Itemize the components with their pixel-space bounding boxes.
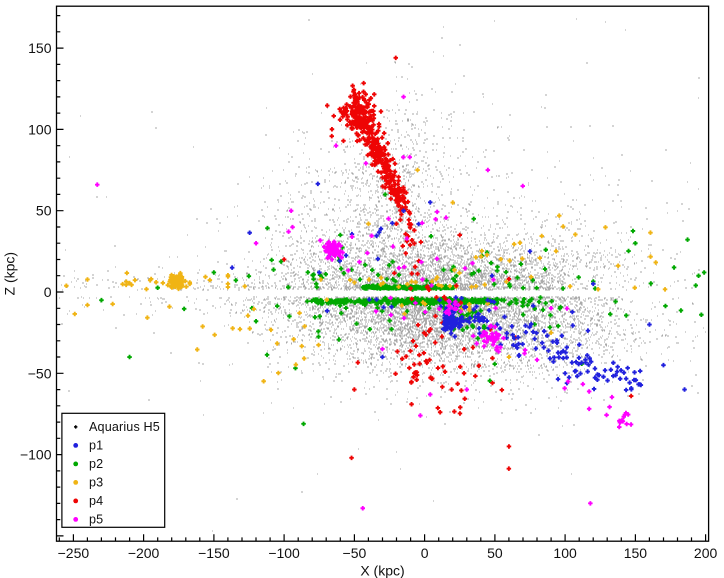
svg-text:−150: −150 — [198, 545, 230, 561]
svg-text:100: 100 — [28, 121, 52, 137]
svg-text:p3: p3 — [89, 476, 103, 490]
svg-text:X (kpc): X (kpc) — [360, 563, 404, 578]
svg-text:p2: p2 — [89, 457, 103, 471]
svg-text:−100: −100 — [20, 447, 52, 463]
svg-text:p5: p5 — [89, 513, 103, 527]
svg-text:100: 100 — [553, 545, 577, 561]
svg-text:150: 150 — [624, 545, 648, 561]
svg-text:50: 50 — [36, 203, 52, 219]
svg-text:−50: −50 — [28, 365, 52, 381]
svg-text:Z (kpc): Z (kpc) — [2, 252, 18, 296]
svg-text:0: 0 — [421, 545, 429, 561]
svg-text:200: 200 — [694, 545, 718, 561]
svg-text:−250: −250 — [58, 545, 90, 561]
svg-text:p4: p4 — [89, 494, 103, 508]
svg-text:50: 50 — [487, 545, 503, 561]
svg-text:−200: −200 — [128, 545, 160, 561]
svg-text:150: 150 — [28, 40, 52, 56]
svg-text:Aquarius H5: Aquarius H5 — [89, 420, 160, 434]
svg-text:0: 0 — [44, 284, 52, 300]
svg-text:−50: −50 — [343, 545, 367, 561]
svg-text:p1: p1 — [89, 439, 103, 453]
svg-text:−100: −100 — [268, 545, 300, 561]
